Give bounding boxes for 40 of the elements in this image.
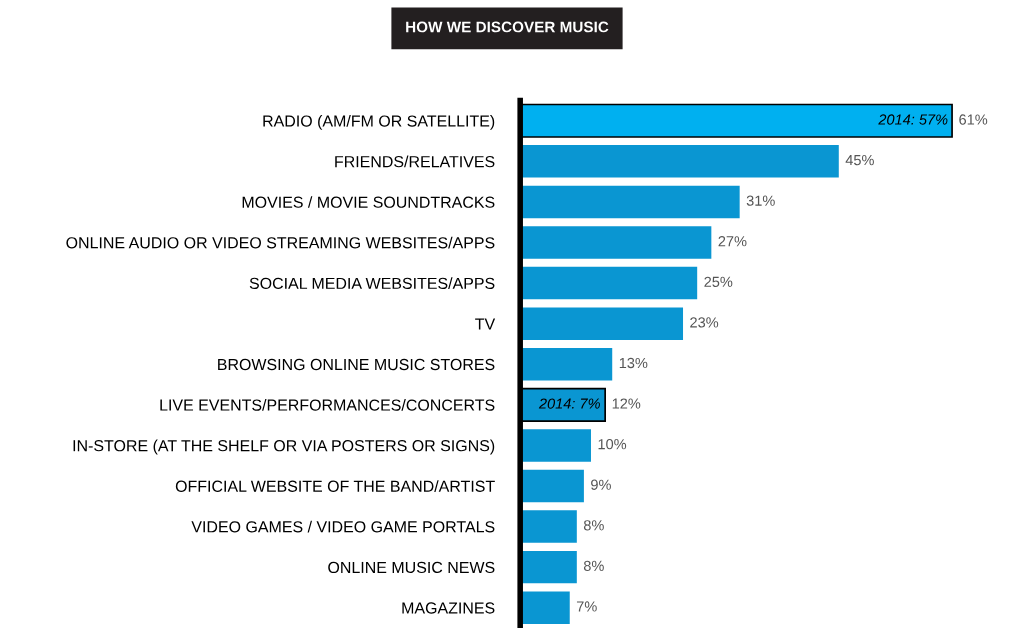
y-tick-label: FRIENDS/RELATIVES [335, 155, 495, 168]
bar [520, 469, 584, 503]
data-label: 8% [583, 520, 604, 531]
y-tick-label: RADIO (AM/FM OR SATELLITE) [263, 114, 495, 130]
data-label: 9% [591, 479, 611, 490]
annotation: 2014: 57% [878, 114, 948, 125]
y-tick-label: BROWSING ONLINE MUSIC STORES [218, 358, 495, 371]
bar [520, 550, 577, 584]
annotation: 2014: 7% [538, 398, 600, 409]
bar [520, 591, 570, 624]
y-tick-label: SOCIAL MEDIA WEBSITES/APPS [249, 277, 495, 290]
data-label: 7% [576, 601, 597, 612]
y-tick-label: VIDEO GAMES / VIDEO GAME PORTALS [191, 520, 495, 533]
data-label: 27% [718, 236, 747, 247]
y-tick-label: MOVIES / MOVIE SOUNDTRACKS [242, 196, 495, 208]
y-tick-label: IN-STORE (AT THE SHELF OR VIA POSTERS OR SIGNS) [73, 439, 495, 455]
bar [520, 510, 577, 543]
data-label: 45% [845, 155, 874, 166]
bar [520, 266, 698, 300]
data-label: 13% [619, 357, 648, 369]
bar [520, 348, 613, 381]
bar [520, 307, 684, 340]
y-tick-label: LIVE EVENTS/PERFORMANCES/CONCERTS [160, 399, 495, 411]
data-label: 12% [612, 398, 641, 409]
bar [520, 185, 740, 219]
data-label: 23% [690, 317, 719, 328]
data-label: 61% [959, 114, 988, 125]
bar [520, 226, 712, 259]
bar [520, 429, 591, 462]
y-tick-label: ONLINE AUDIO OR VIDEO STREAMING WEBSITES/APPS [66, 236, 495, 249]
y-tick-label: TV [475, 318, 496, 330]
data-label: 8% [583, 560, 604, 572]
chart-title: HOW WE DISCOVER MUSIC [406, 21, 609, 33]
y-tick-label: ONLINE MUSIC NEWS [328, 561, 495, 574]
data-label: 25% [704, 276, 733, 287]
y-tick-label: MAGAZINES [402, 602, 495, 614]
data-label: 10% [598, 438, 627, 450]
data-label: 31% [746, 195, 775, 206]
y-tick-label: OFFICIAL WEBSITE OF THE BAND/ARTIST [175, 480, 495, 492]
bar [520, 145, 839, 178]
